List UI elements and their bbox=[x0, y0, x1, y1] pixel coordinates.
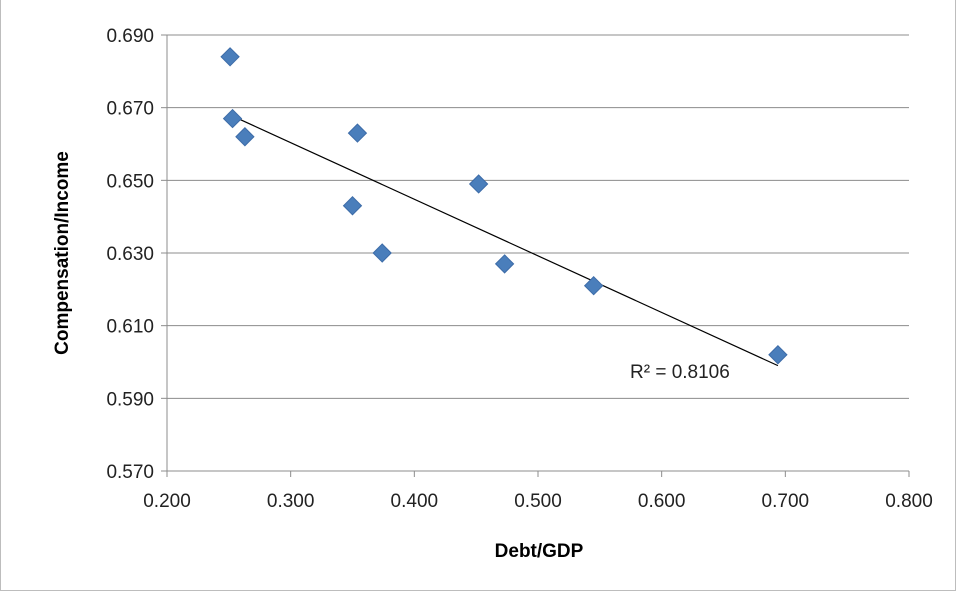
y-tick-label: 0.670 bbox=[106, 99, 154, 120]
data-point bbox=[222, 108, 243, 129]
x-tick-label: 0.400 bbox=[391, 491, 439, 512]
gridlines bbox=[167, 34, 909, 399]
data-point bbox=[372, 243, 392, 263]
tick-labels: 0.570 0.590 0.610 0.630 0.650 0.670 0.690 0.200… bbox=[106, 26, 932, 512]
axes bbox=[161, 34, 910, 477]
r-squared-annotation: R² = 0.8106 bbox=[630, 362, 730, 383]
data-point bbox=[768, 345, 788, 365]
trendline-group bbox=[229, 114, 779, 367]
data-point bbox=[494, 254, 515, 274]
x-tick-label: 0.600 bbox=[638, 491, 686, 512]
y-tick-label: 0.570 bbox=[106, 462, 154, 483]
y-tick-label: 0.690 bbox=[106, 26, 154, 47]
x-tick-label: 0.700 bbox=[762, 491, 810, 512]
x-tick-label: 0.300 bbox=[267, 491, 315, 512]
data-points bbox=[220, 47, 788, 365]
data-point bbox=[468, 174, 489, 194]
y-tick-label: 0.630 bbox=[106, 244, 154, 265]
y-tick-label: 0.650 bbox=[106, 171, 154, 192]
y-tick-label: 0.590 bbox=[106, 389, 154, 410]
data-point bbox=[220, 47, 240, 67]
data-point bbox=[235, 127, 255, 147]
y-axis-title: Compensation/Income bbox=[52, 151, 73, 355]
x-tick-label: 0.200 bbox=[143, 491, 191, 512]
y-tick-label: 0.610 bbox=[106, 317, 154, 338]
x-tick-label: 0.500 bbox=[514, 491, 562, 512]
data-point bbox=[342, 196, 363, 216]
data-point bbox=[347, 123, 368, 143]
trendline bbox=[229, 114, 779, 367]
x-axis-title: Debt/GDP bbox=[495, 541, 584, 562]
x-tick-label: 0.800 bbox=[885, 491, 933, 512]
data-point bbox=[583, 275, 604, 296]
